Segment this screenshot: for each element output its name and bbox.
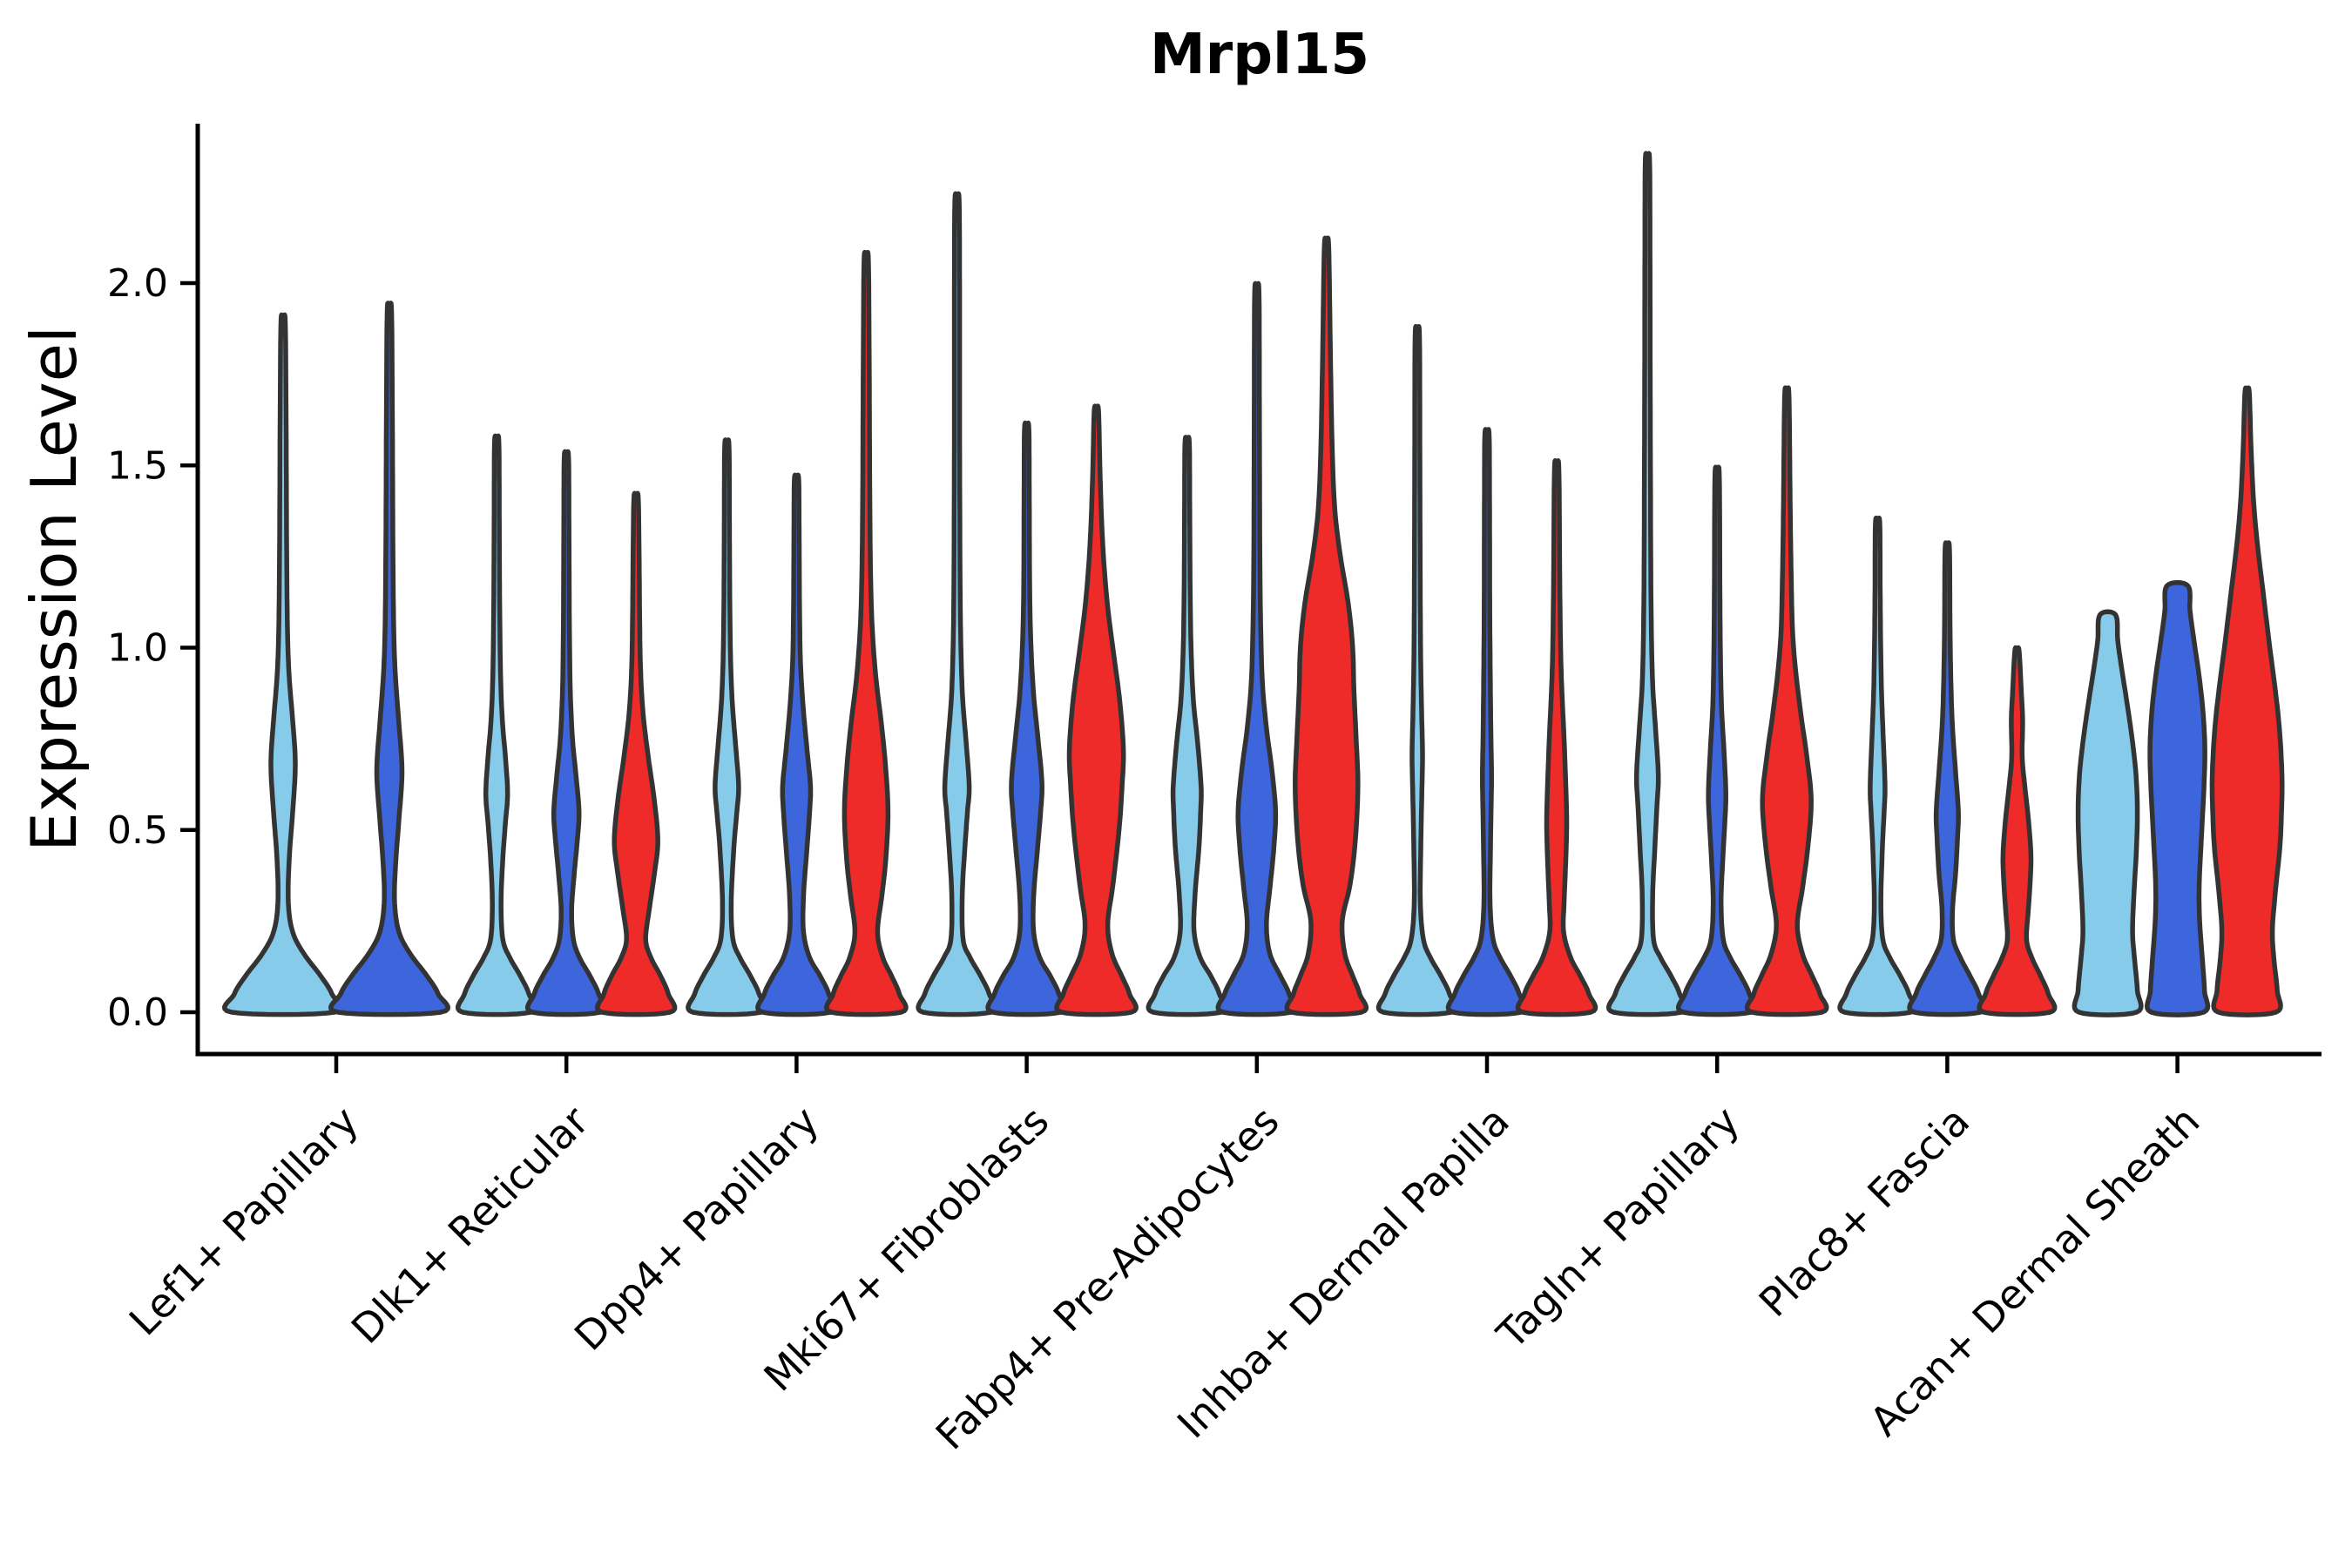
violin-fabp4-pre-adipocytes-light_blue — [1146, 435, 1229, 1017]
violin-dlk1-reticular-red — [595, 490, 678, 1017]
violin-dlk1-reticular-light_blue — [455, 433, 538, 1017]
violin-fabp4-pre-adipocytes-dark_blue — [1215, 280, 1299, 1017]
violin-plac8-fascia-light_blue — [1837, 515, 1918, 1017]
x-tick-label: Lef1+ Papillary — [120, 1098, 368, 1345]
violin-acan-dermal-sheath-light_blue — [2072, 609, 2144, 1017]
violin-dlk1-reticular-dark_blue — [524, 449, 608, 1017]
violin-dpp4-papillary-red — [824, 249, 909, 1017]
violin-inhba-dermal-papilla-dark_blue — [1445, 427, 1529, 1017]
y-tick-label: 1.0 — [107, 626, 168, 671]
violin-tagln-papillary-dark_blue — [1675, 464, 1759, 1017]
violin-plac8-fascia-red — [1977, 645, 2058, 1017]
x-tick-label: Plac8+ Fascia — [1750, 1098, 1978, 1326]
y-tick-label: 0.5 — [107, 808, 168, 853]
violin-mki67-fibroblasts-red — [1054, 403, 1139, 1017]
violin-mki67-fibroblasts-light_blue — [916, 191, 998, 1017]
violin-lef1-papillary-light_blue — [222, 312, 344, 1017]
violin-inhba-dermal-papilla-light_blue — [1375, 323, 1459, 1017]
violin-tagln-papillary-red — [1744, 385, 1829, 1017]
violin-plac8-fascia-dark_blue — [1907, 540, 1988, 1017]
violin-dpp4-papillary-dark_blue — [755, 472, 838, 1017]
y-tick-label: 0.0 — [107, 990, 168, 1035]
violin-inhba-dermal-papilla-red — [1515, 458, 1598, 1017]
violin-tagln-papillary-light_blue — [1605, 151, 1689, 1017]
y-tick-label: 2.0 — [107, 261, 168, 306]
violin-mki67-fibroblasts-dark_blue — [985, 420, 1068, 1017]
violin-lef1-papillary-dark_blue — [328, 301, 450, 1017]
violin-dpp4-papillary-light_blue — [686, 437, 768, 1017]
violin-acan-dermal-sheath-red — [2209, 385, 2285, 1017]
violin-fabp4-pre-adipocytes-red — [1284, 235, 1369, 1017]
x-tick-label: Dpp4+ Papillary — [565, 1098, 828, 1360]
x-tick-label: Tagln+ Papillary — [1487, 1098, 1748, 1359]
y-tick-label: 1.5 — [107, 443, 168, 488]
x-tick-label: Dlk1+ Reticular — [342, 1098, 598, 1353]
violin-acan-dermal-sheath-dark_blue — [2144, 579, 2211, 1017]
chart-title: Mrpl15 — [1149, 23, 1370, 87]
